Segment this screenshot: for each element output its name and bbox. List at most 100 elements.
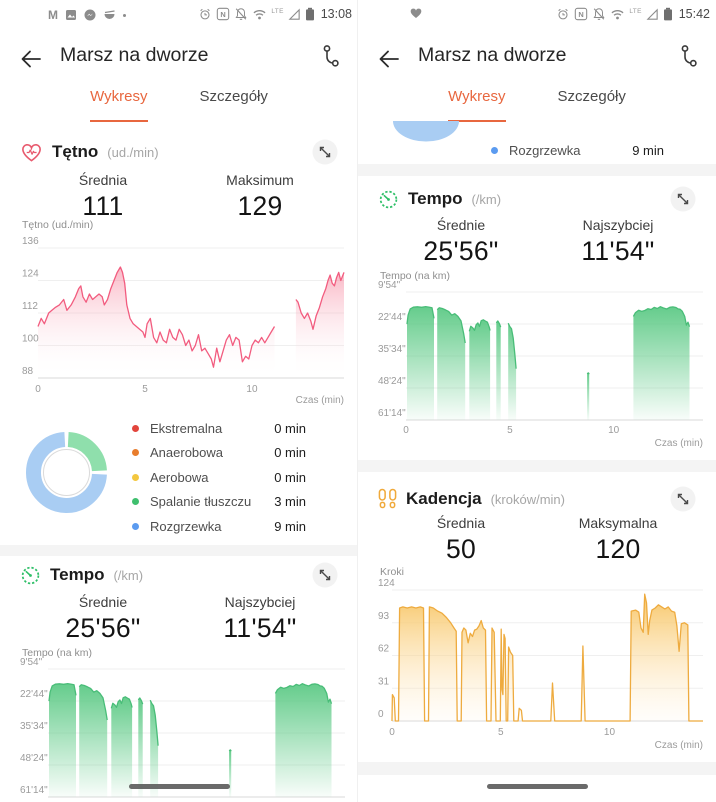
svg-text:9'54": 9'54" bbox=[378, 280, 401, 291]
tab-bar: Wykresy Szczegóły bbox=[358, 88, 716, 122]
back-button[interactable] bbox=[376, 46, 402, 72]
svg-text:35'34": 35'34" bbox=[378, 344, 406, 355]
svg-text:88: 88 bbox=[22, 366, 34, 377]
svg-text:61'14": 61'14" bbox=[378, 408, 406, 419]
title-bar: Marsz na dworze bbox=[0, 40, 358, 78]
heart-rate-card-header: Tętno (ud./min) bbox=[20, 139, 159, 165]
heart-zones-legend: Ekstremalna 0 min Anaerobowa 0 min Aerobow… bbox=[132, 416, 306, 539]
svg-text:9'54": 9'54" bbox=[20, 657, 43, 668]
bell-off-icon bbox=[235, 8, 247, 20]
back-button[interactable] bbox=[18, 46, 44, 72]
tempo-card-header: Tempo (/km) bbox=[378, 186, 501, 212]
home-indicator[interactable] bbox=[129, 784, 230, 789]
status-bar-right: N LTE 13:08 bbox=[198, 7, 352, 21]
stat-fastest-pace: Najszybciej 11'54" bbox=[223, 594, 297, 643]
stat-average-hr: Średnia 111 bbox=[78, 172, 128, 221]
card-unit: (kroków/min) bbox=[490, 491, 565, 507]
gmail-icon: M bbox=[48, 8, 58, 22]
svg-text:N: N bbox=[579, 10, 584, 19]
signal-icon bbox=[288, 8, 300, 20]
tab-bar: Wykresy Szczegóły bbox=[0, 88, 358, 122]
heart-small-icon bbox=[410, 8, 422, 18]
legend-dot bbox=[132, 522, 139, 530]
legend-row: Rozgrzewka 9 min bbox=[491, 138, 664, 163]
heart-rate-chart[interactable]: 136 124 112 100 880 5 10 Czas (min) bbox=[0, 236, 358, 408]
phone-screen-right: N LTE 15:42 Marsz na dworze Wykresy Szcz… bbox=[358, 0, 716, 802]
svg-text:48'24": 48'24" bbox=[378, 376, 406, 387]
expand-heart-chart-button[interactable] bbox=[312, 139, 338, 165]
svg-text:5: 5 bbox=[142, 384, 148, 395]
status-bar-right: N LTE 15:42 bbox=[556, 7, 710, 21]
svg-text:0: 0 bbox=[403, 425, 409, 436]
gallery-icon bbox=[66, 10, 76, 20]
legend-dot bbox=[132, 449, 139, 457]
status-time: 15:42 bbox=[678, 7, 710, 21]
status-bar-left: M bbox=[48, 8, 126, 22]
stat-average-pace: Średnie 25'56" bbox=[65, 594, 141, 643]
food-icon bbox=[104, 10, 115, 19]
wifi-icon bbox=[253, 9, 266, 19]
expand-cadence-chart-button[interactable] bbox=[670, 486, 696, 512]
heart-zones-donut bbox=[26, 432, 107, 513]
phone-screen-left: M N LTE 13:08 Marsz na dworze Wykresy Sz… bbox=[0, 7, 358, 802]
svg-text:10: 10 bbox=[246, 384, 258, 395]
legend-row: Aerobowa 0 min bbox=[132, 465, 306, 490]
stat-average-pace: Średnie 25'56" bbox=[423, 217, 499, 266]
cadence-card-header: Kadencja (kroków/min) bbox=[378, 486, 565, 512]
svg-text:22'44": 22'44" bbox=[20, 689, 48, 700]
share-route-button[interactable] bbox=[314, 44, 340, 70]
legend-dot bbox=[491, 146, 498, 154]
svg-text:62: 62 bbox=[378, 644, 390, 655]
expand-tempo-chart-button[interactable] bbox=[670, 186, 696, 212]
svg-text:Czas (min): Czas (min) bbox=[655, 438, 703, 449]
tab-szczegoly[interactable]: Szczegóły bbox=[199, 88, 268, 105]
status-time: 13:08 bbox=[320, 7, 352, 21]
svg-text:22'44": 22'44" bbox=[378, 312, 406, 323]
cadence-chart[interactable]: 124 93 62 31 00 5 10 Czas (min) bbox=[358, 578, 716, 754]
lte-label: LTE bbox=[629, 7, 642, 15]
card-title: Tętno bbox=[52, 142, 99, 161]
legend-dot bbox=[132, 424, 139, 432]
legend-row: Ekstremalna 0 min bbox=[132, 416, 306, 441]
legend-dot bbox=[132, 498, 139, 506]
heart-icon bbox=[22, 143, 41, 162]
card-separator bbox=[358, 164, 716, 176]
lte-label: LTE bbox=[271, 7, 284, 15]
svg-text:0: 0 bbox=[35, 384, 41, 395]
svg-text:100: 100 bbox=[22, 334, 39, 345]
status-bar-left bbox=[410, 8, 422, 19]
svg-text:5: 5 bbox=[498, 727, 504, 738]
svg-text:112: 112 bbox=[22, 301, 38, 312]
card-title: Tempo bbox=[50, 565, 105, 584]
svg-text:Czas (min): Czas (min) bbox=[655, 740, 703, 751]
svg-text:124: 124 bbox=[22, 269, 39, 280]
svg-text:48'24": 48'24" bbox=[20, 753, 48, 764]
share-route-button[interactable] bbox=[672, 44, 698, 70]
cadence-chart-caption: Kroki bbox=[380, 566, 404, 578]
tab-wykresy[interactable]: Wykresy bbox=[90, 88, 148, 122]
tempo-chart-caption: Tempo (na km) bbox=[22, 647, 93, 659]
card-title: Tempo bbox=[408, 189, 463, 208]
svg-text:35'34": 35'34" bbox=[20, 721, 48, 732]
expand-tempo-chart-button[interactable] bbox=[312, 562, 338, 588]
nfc-icon: N bbox=[217, 7, 230, 21]
svg-text:31: 31 bbox=[378, 676, 390, 687]
card-unit: (ud./min) bbox=[107, 144, 159, 160]
stat-average-cadence: Średnia 50 bbox=[436, 515, 486, 564]
heart-zones-legend-partial: Rozgrzewka 9 min bbox=[491, 138, 664, 163]
speedometer-icon bbox=[21, 566, 40, 584]
svg-text:93: 93 bbox=[378, 611, 390, 622]
tab-szczegoly[interactable]: Szczegóły bbox=[557, 88, 626, 105]
battery-icon bbox=[663, 7, 672, 21]
svg-text:N: N bbox=[221, 10, 226, 19]
bell-off-icon bbox=[593, 8, 605, 20]
tempo-chart-caption: Tempo (na km) bbox=[380, 270, 451, 282]
page-title: Marsz na dworze bbox=[418, 44, 567, 66]
home-indicator[interactable] bbox=[487, 784, 588, 789]
alarm-icon bbox=[558, 8, 569, 20]
footprints-icon bbox=[378, 488, 397, 509]
tab-wykresy[interactable]: Wykresy bbox=[448, 88, 506, 122]
